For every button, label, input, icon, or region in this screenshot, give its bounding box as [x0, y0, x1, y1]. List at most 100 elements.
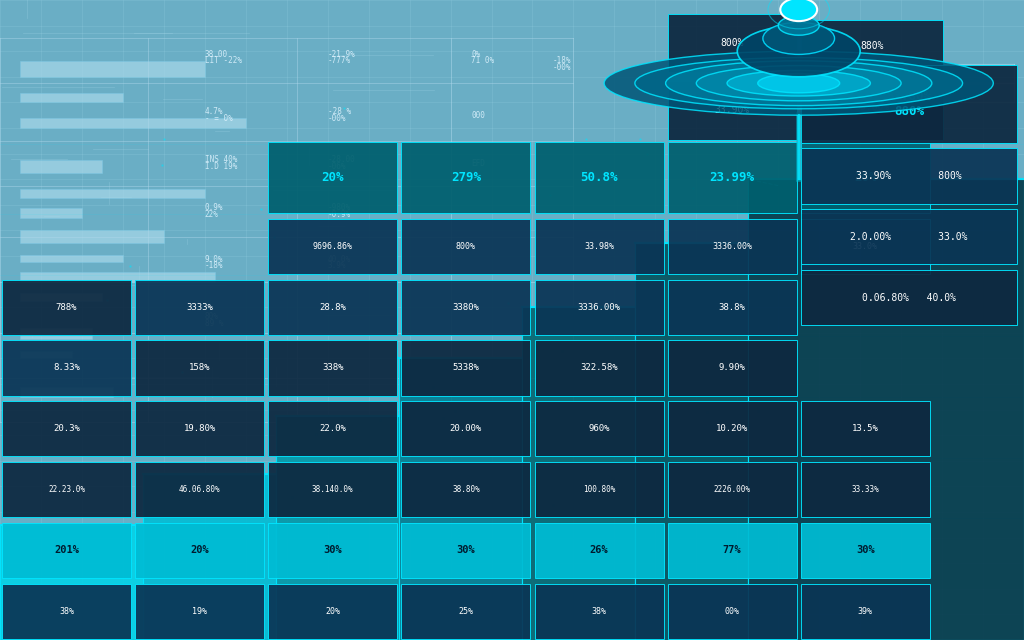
Text: -00%: -00% — [328, 114, 346, 123]
Text: 25%: 25% — [459, 607, 473, 616]
Bar — [2, 523, 131, 578]
Text: 100.80%: 100.80% — [583, 485, 615, 494]
Text: 322.58%: 322.58% — [581, 364, 617, 372]
Bar — [801, 219, 930, 274]
Bar — [20, 293, 102, 301]
Text: 23.99%: 23.99% — [710, 171, 755, 184]
Bar — [268, 142, 397, 213]
Bar — [135, 584, 264, 639]
Text: 30%: 30% — [324, 545, 342, 556]
Text: 22%: 22% — [205, 210, 219, 219]
Bar — [535, 142, 664, 213]
Bar — [268, 219, 397, 274]
Bar — [535, 523, 664, 578]
Text: 20%: 20% — [854, 171, 877, 184]
Text: 880%: 880% — [860, 42, 884, 51]
Bar — [268, 340, 397, 396]
Text: 13.5%: 13.5% — [852, 424, 879, 433]
Bar — [143, 474, 276, 640]
Text: EFD: EFD — [471, 159, 485, 168]
Text: 20.3%: 20.3% — [53, 424, 80, 433]
Bar — [20, 230, 164, 243]
Bar — [20, 328, 92, 339]
Text: -00%: -00% — [553, 63, 571, 72]
Bar — [801, 65, 1017, 143]
Bar — [135, 340, 264, 396]
Bar — [668, 462, 797, 517]
Text: -28 %: -28 % — [328, 108, 351, 116]
Bar — [268, 523, 397, 578]
Bar — [801, 523, 930, 578]
Text: 000: 000 — [471, 111, 485, 120]
Bar — [668, 219, 797, 274]
Ellipse shape — [635, 58, 963, 109]
Bar — [401, 219, 530, 274]
Ellipse shape — [696, 66, 901, 101]
Text: 3333%: 3333% — [186, 303, 213, 312]
Bar — [535, 219, 664, 274]
Bar — [135, 462, 264, 517]
Bar — [401, 280, 530, 335]
Bar — [401, 340, 530, 396]
Text: 3336.00%: 3336.00% — [578, 303, 621, 312]
Bar — [801, 142, 930, 213]
Text: 30%: 30% — [856, 545, 874, 556]
Text: 33.90%        800%: 33.90% 800% — [856, 171, 962, 181]
Bar — [20, 272, 215, 282]
Bar — [801, 401, 930, 456]
Bar — [20, 118, 246, 128]
Text: 26%: 26% — [590, 545, 608, 556]
Bar — [20, 61, 205, 77]
Text: 38%: 38% — [59, 607, 74, 616]
Text: 788%: 788% — [56, 303, 77, 312]
Ellipse shape — [778, 16, 819, 35]
Bar — [668, 142, 797, 213]
Bar — [401, 584, 530, 639]
Bar — [535, 340, 664, 396]
Ellipse shape — [737, 26, 860, 77]
Text: 960%: 960% — [589, 424, 609, 433]
Bar — [2, 280, 131, 335]
Bar — [522, 307, 635, 640]
Text: 39%: 39% — [858, 607, 872, 616]
Bar — [20, 93, 123, 102]
Bar — [748, 179, 1024, 640]
Text: 38.80%: 38.80% — [452, 485, 480, 494]
Ellipse shape — [666, 61, 932, 106]
Text: 3.9%: 3.9% — [328, 261, 346, 270]
Text: 201%: 201% — [54, 545, 79, 556]
Bar — [2, 584, 131, 639]
Bar — [20, 387, 113, 397]
Text: 77%: 77% — [723, 545, 741, 556]
Ellipse shape — [727, 70, 870, 96]
Text: 8.33%: 8.33% — [53, 364, 80, 372]
Text: I.D 19%: I.D 19% — [205, 162, 238, 171]
Bar — [401, 462, 530, 517]
Bar — [535, 462, 664, 517]
Text: 38.00: 38.00 — [205, 50, 228, 59]
Bar — [20, 255, 123, 262]
Bar — [268, 584, 397, 639]
Bar — [268, 462, 397, 517]
Ellipse shape — [758, 74, 840, 93]
Circle shape — [780, 0, 817, 21]
Bar — [20, 160, 102, 173]
Text: 800%: 800% — [721, 38, 743, 48]
Text: 3380%: 3380% — [453, 303, 479, 312]
Bar — [401, 401, 530, 456]
Text: 279%: 279% — [451, 171, 481, 184]
Bar — [20, 351, 72, 358]
Text: 33.90%: 33.90% — [715, 106, 750, 115]
Text: 20%: 20% — [322, 171, 344, 184]
Ellipse shape — [604, 51, 993, 115]
Bar — [801, 270, 1017, 325]
Text: 338%: 338% — [323, 364, 343, 372]
Text: 50.8%: 50.8% — [581, 171, 617, 184]
Bar — [268, 280, 397, 335]
Text: 20%: 20% — [326, 607, 340, 616]
Bar — [535, 584, 664, 639]
Text: 2.0.00%        33.0%: 2.0.00% 33.0% — [850, 232, 968, 242]
Text: 22.0%: 22.0% — [319, 424, 346, 433]
Bar — [2, 462, 131, 517]
Text: INS 40%: INS 40% — [205, 156, 238, 164]
